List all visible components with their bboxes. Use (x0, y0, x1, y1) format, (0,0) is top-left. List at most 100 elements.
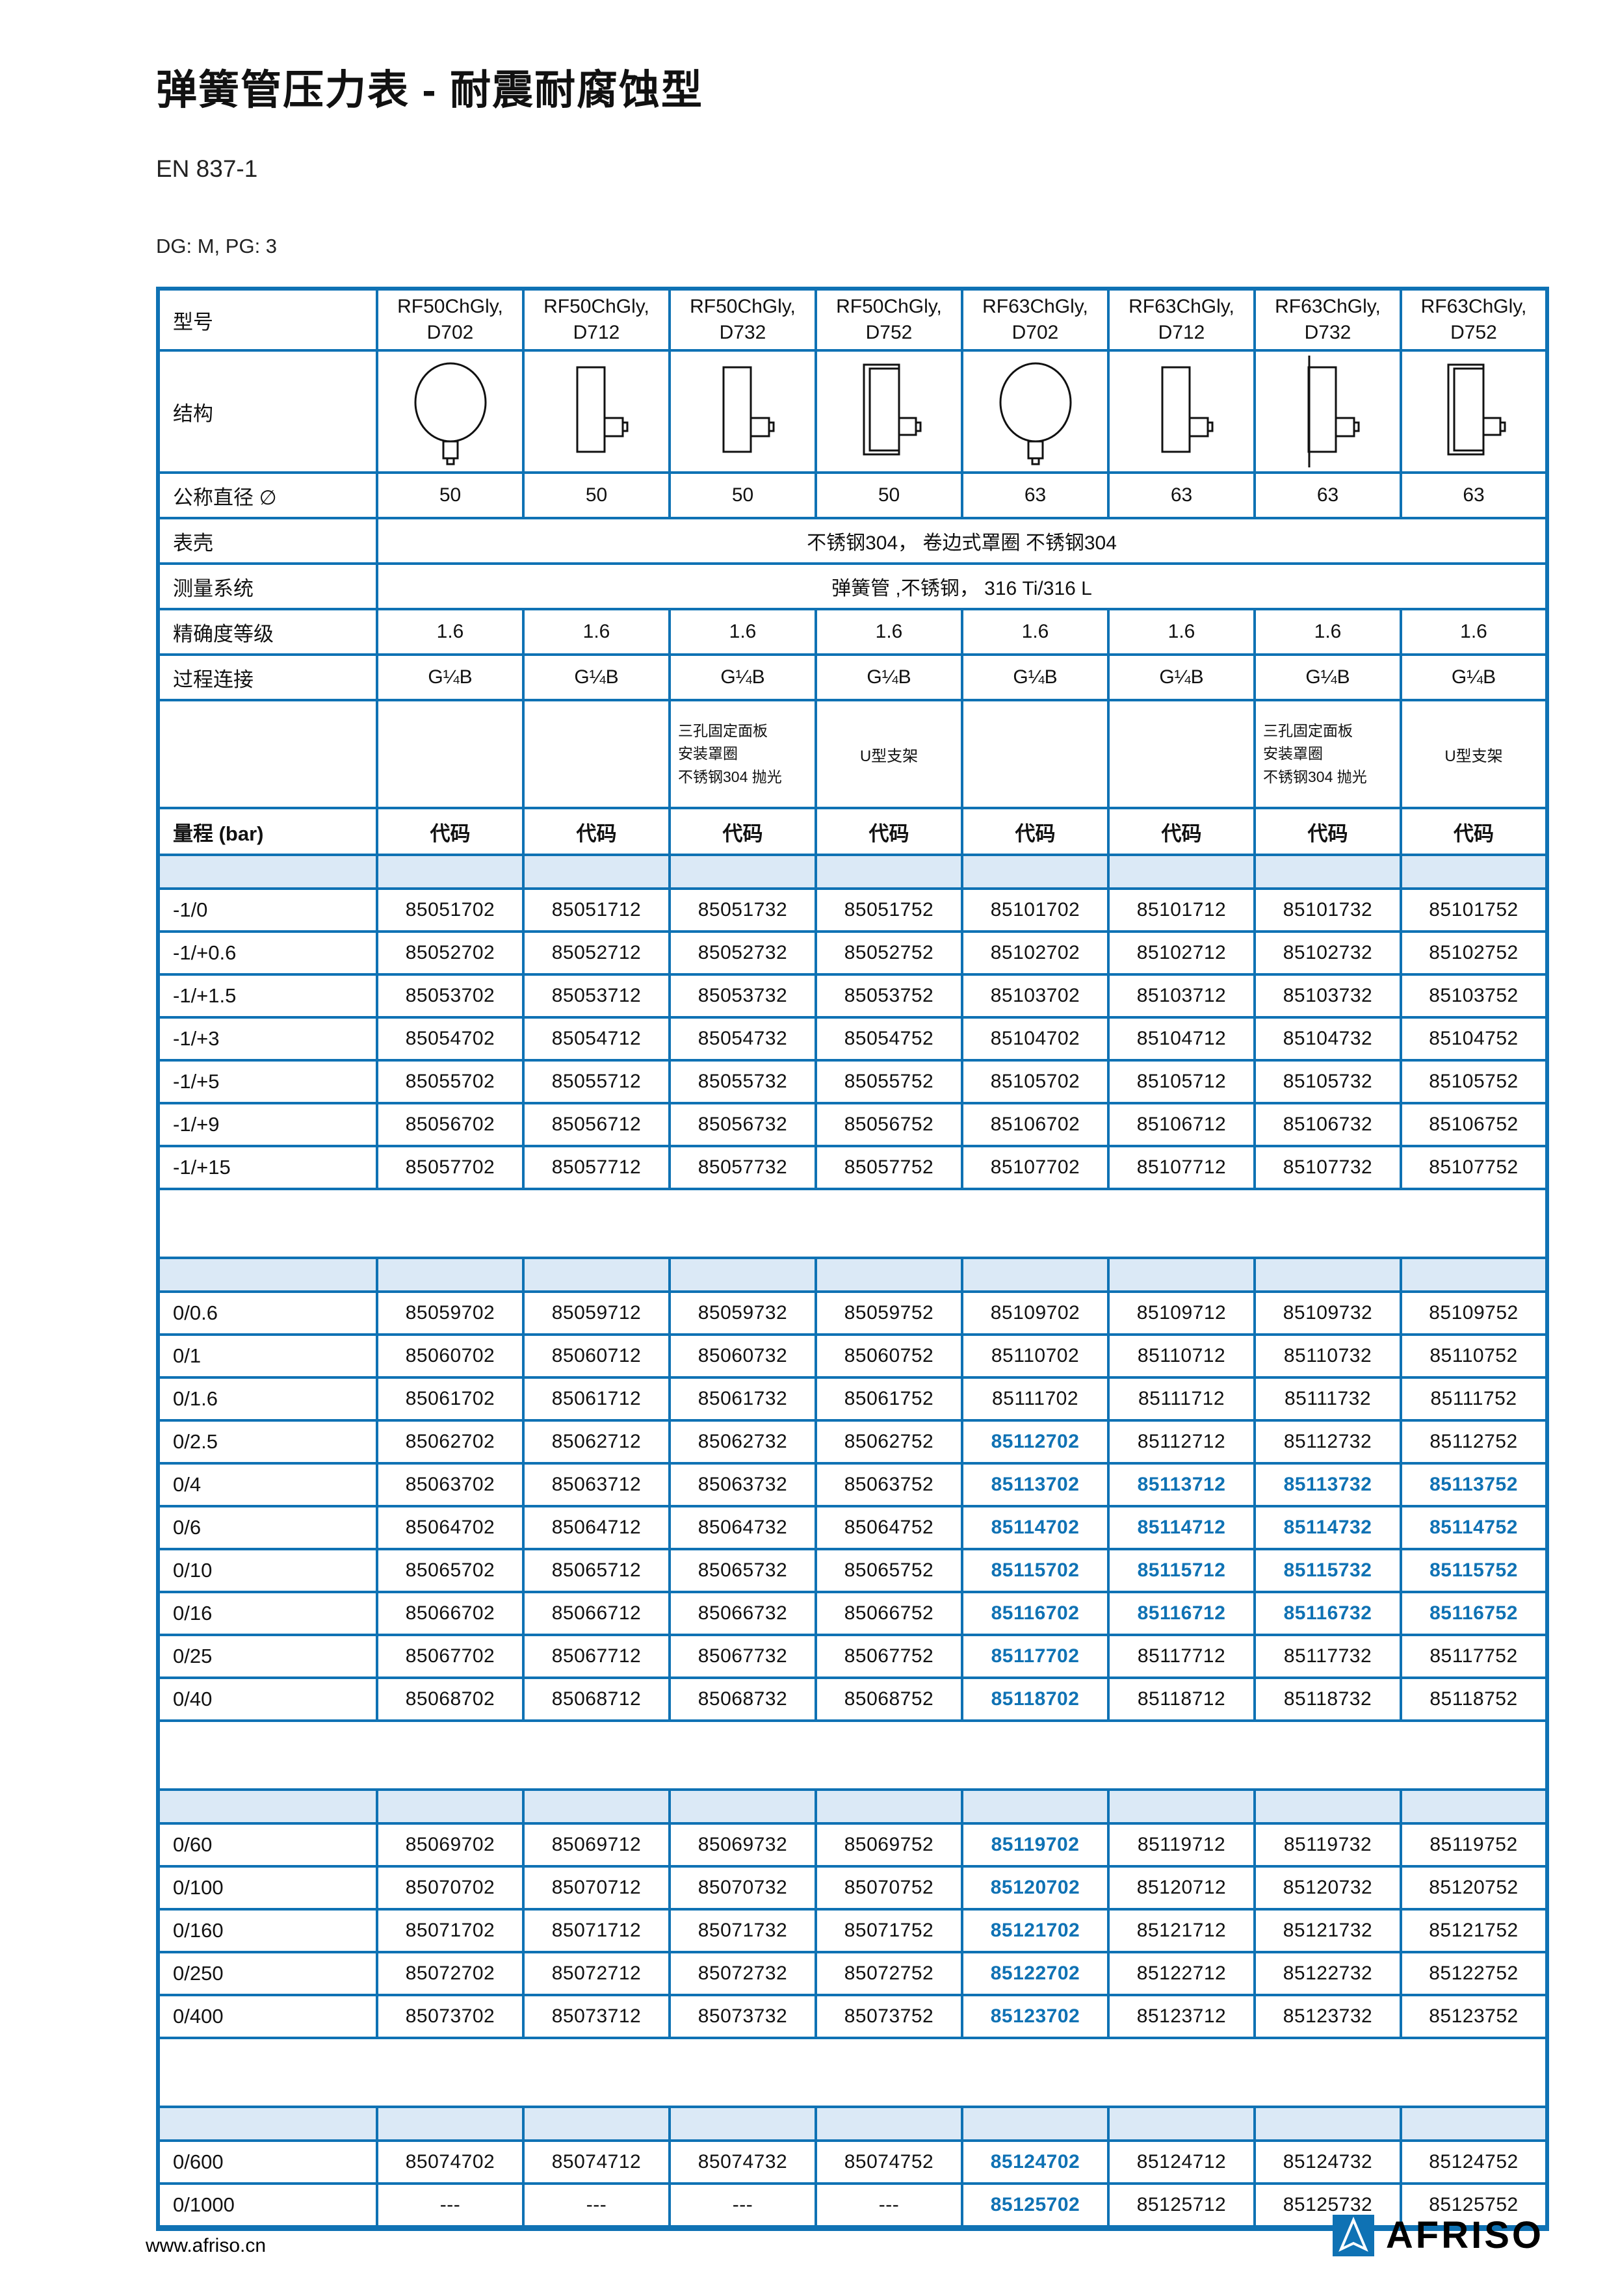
code-cell: 85055732 (668, 1059, 817, 1104)
code-cell: 85068732 (668, 1676, 817, 1722)
table-row: 0/2.5 85062702 85062712 85062732 85062752 851… (157, 1419, 1548, 1465)
column-header: RF50ChGly, D702 (376, 287, 525, 352)
row-label-process-connection: 过程连接 (157, 653, 378, 701)
page-title: 弹簧管压力表 - 耐震耐腐蚀型 (156, 68, 703, 113)
structure-drawing-cell (522, 349, 671, 474)
code-cell: 85111702 (961, 1376, 1110, 1422)
code-cell: 85116702 (961, 1591, 1110, 1636)
model-name: RF63ChGly, (1420, 295, 1527, 317)
code-cell: 85113732 (1253, 1462, 1402, 1507)
code-cell: 85051752 (815, 887, 963, 933)
code-cell: 85120712 (1107, 1865, 1256, 1911)
code-cell: 85118712 (1107, 1676, 1256, 1722)
code-cell: 85106752 (1400, 1102, 1548, 1147)
code-cell: 85109752 (1400, 1290, 1548, 1336)
code-cell: 85104752 (1400, 1016, 1548, 1062)
code-cell: 85061712 (522, 1376, 671, 1422)
section-spacer-cell (815, 854, 963, 890)
table-row: 0/6 85064702 85064712 85064732 85064752 85114… (157, 1505, 1548, 1550)
variant-name: D702 (426, 322, 474, 343)
code-cell: 85064712 (522, 1505, 671, 1550)
range-label: 0/10 (157, 1548, 378, 1593)
code-cell: 85059702 (376, 1290, 525, 1336)
code-cell: 85102702 (961, 930, 1110, 976)
code-cell: 85064732 (668, 1505, 817, 1550)
code-cell: 85104702 (961, 1016, 1110, 1062)
code-cell: 85053702 (376, 973, 525, 1019)
code-cell: 85122712 (1107, 1951, 1256, 1996)
code-cell: 85057752 (815, 1145, 963, 1190)
code-cell: 85117712 (1107, 1634, 1256, 1679)
code-cell: 85063752 (815, 1462, 963, 1507)
option-ubracket-text: U型支架 (1444, 747, 1503, 765)
code-cell: 85057712 (522, 1145, 671, 1190)
footer-url-link[interactable]: www.afriso.cn (146, 2235, 267, 2256)
code-cell: 85124712 (1107, 2139, 1256, 2185)
code-cell: 85114732 (1253, 1505, 1402, 1550)
code-cell: 85062752 (815, 1419, 963, 1465)
column-header: RF63ChGly, D752 (1400, 287, 1548, 352)
range-label: 0/100 (157, 1865, 378, 1911)
section-spacer-cell (668, 854, 817, 890)
code-cell: 85069702 (376, 1822, 525, 1868)
row-diameter: 公称直径 ∅ 50 50 50 50 63 63 63 63 (157, 471, 1548, 519)
section-spacer-cell (157, 2106, 378, 2142)
code-cell: 85067702 (376, 1634, 525, 1679)
code-cell: 85119702 (961, 1822, 1110, 1868)
code-cell: 85114702 (961, 1505, 1110, 1550)
code-cell: 85074702 (376, 2139, 525, 2185)
variant-name: D702 (1011, 322, 1059, 343)
code-cell: 85063732 (668, 1462, 817, 1507)
code-cell: 85110752 (1400, 1333, 1548, 1379)
code-cell: 85059732 (668, 1290, 817, 1336)
option-ubracket-text: U型支架 (859, 747, 919, 765)
section-spacer-cell (1253, 2106, 1402, 2142)
code-cell: 85109732 (1253, 1290, 1402, 1336)
code-cell: 85056702 (376, 1102, 525, 1147)
code-cell: 85119732 (1253, 1822, 1402, 1868)
code-cell: 85115732 (1253, 1548, 1402, 1593)
dg-pg-note: DG: M, PG: 3 (156, 235, 278, 257)
section-spacer (157, 854, 1548, 890)
section-spacer-cell (376, 1788, 525, 1825)
section-spacer-cell (668, 1257, 817, 1293)
option-cell: 三孔固定面板 安装罩圈 不锈钢304 抛光 (1253, 699, 1402, 809)
code-column-header: 代码 (961, 807, 1110, 856)
code-cell: 85109702 (961, 1290, 1110, 1336)
code-cell: 85060712 (522, 1333, 671, 1379)
range-label: 0/400 (157, 1994, 378, 2039)
section-spacer-cell (157, 1257, 378, 1293)
code-cell: 85105702 (961, 1059, 1110, 1104)
option-cell: U型支架 (1400, 699, 1548, 809)
code-cell: 85120752 (1400, 1865, 1548, 1911)
code-cell: 85109712 (1107, 1290, 1256, 1336)
range-label: -1/+5 (157, 1059, 378, 1104)
product-spec-table: 型号 RF50ChGly, D702 RF50ChGly, D712 RF50ChGly… (156, 287, 1549, 2231)
structure-drawing-cell (1253, 349, 1402, 474)
connection-value: G¼B (961, 653, 1110, 701)
accuracy-value: 1.6 (668, 608, 817, 656)
connection-value: G¼B (1400, 653, 1548, 701)
code-cell: 85123702 (961, 1994, 1110, 2039)
section-spacer-cell (1253, 854, 1402, 890)
code-cell: 85067732 (668, 1634, 817, 1679)
row-options: 三孔固定面板 安装罩圈 不锈钢304 抛光 U型支架 三孔固定面板 安装罩圈 不锈钢304 … (157, 699, 1548, 809)
code-cell: 85118752 (1400, 1676, 1548, 1722)
table-row: 0/600 85074702 85074712 85074732 85074752 851… (157, 2139, 1548, 2185)
code-cell: 85072712 (522, 1951, 671, 1996)
accuracy-value: 1.6 (1107, 608, 1256, 656)
range-label: 0/16 (157, 1591, 378, 1636)
accuracy-value: 1.6 (1400, 608, 1548, 656)
code-cell: 85072702 (376, 1951, 525, 1996)
row-accuracy: 精确度等级 1.6 1.6 1.6 1.6 1.6 1.6 1.6 1.6 (157, 608, 1548, 656)
code-cell: 85054752 (815, 1016, 963, 1062)
code-cell: 85101752 (1400, 887, 1548, 933)
section-separator (157, 2037, 1548, 2108)
code-cell: 85054732 (668, 1016, 817, 1062)
code-cell: 85052732 (668, 930, 817, 976)
code-cell: 85074752 (815, 2139, 963, 2185)
code-cell: 85070702 (376, 1865, 525, 1911)
code-column-header: 代码 (376, 807, 525, 856)
section-spacer-cell (961, 1788, 1110, 1825)
